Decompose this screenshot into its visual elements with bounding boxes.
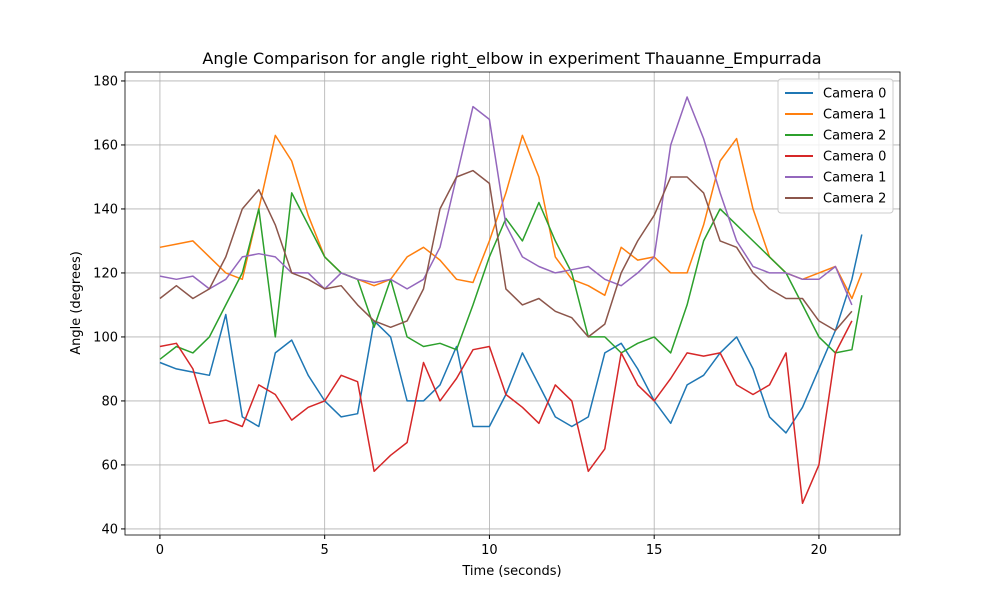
legend-label: Camera 2	[823, 192, 886, 207]
y-axis-label: Angle (degrees)	[69, 251, 84, 355]
y-tick-label: 160	[93, 138, 118, 153]
y-tick-label: 140	[93, 202, 118, 217]
legend-label: Camera 2	[823, 129, 886, 144]
legend-box	[777, 78, 894, 214]
chart-title: Angle Comparison for angle right_elbow i…	[202, 49, 821, 69]
x-tick-label: 20	[811, 543, 828, 558]
line-series	[159, 169, 853, 338]
line-series	[159, 134, 863, 300]
line-series	[159, 96, 853, 306]
x-tick-label: 0	[156, 543, 164, 558]
plot-frame	[124, 71, 901, 536]
line-series	[159, 320, 853, 505]
y-tick-label: 80	[101, 394, 118, 409]
y-tick-label: 120	[93, 266, 118, 281]
legend-label: Camera 0	[823, 150, 886, 165]
y-tick-label: 40	[101, 522, 118, 537]
line-series	[159, 192, 863, 360]
line-series	[159, 234, 863, 434]
legend-label: Camera 1	[823, 108, 886, 123]
y-tick-label: 180	[93, 74, 118, 89]
x-tick-label: 5	[321, 543, 329, 558]
x-tick-label: 15	[646, 543, 663, 558]
y-tick-label: 60	[101, 458, 118, 473]
legend-label: Camera 1	[823, 171, 886, 186]
legend-label: Camera 0	[823, 87, 886, 102]
x-tick-label: 10	[481, 543, 498, 558]
x-axis-label: Time (seconds)	[461, 564, 561, 579]
y-tick-label: 100	[93, 330, 118, 345]
